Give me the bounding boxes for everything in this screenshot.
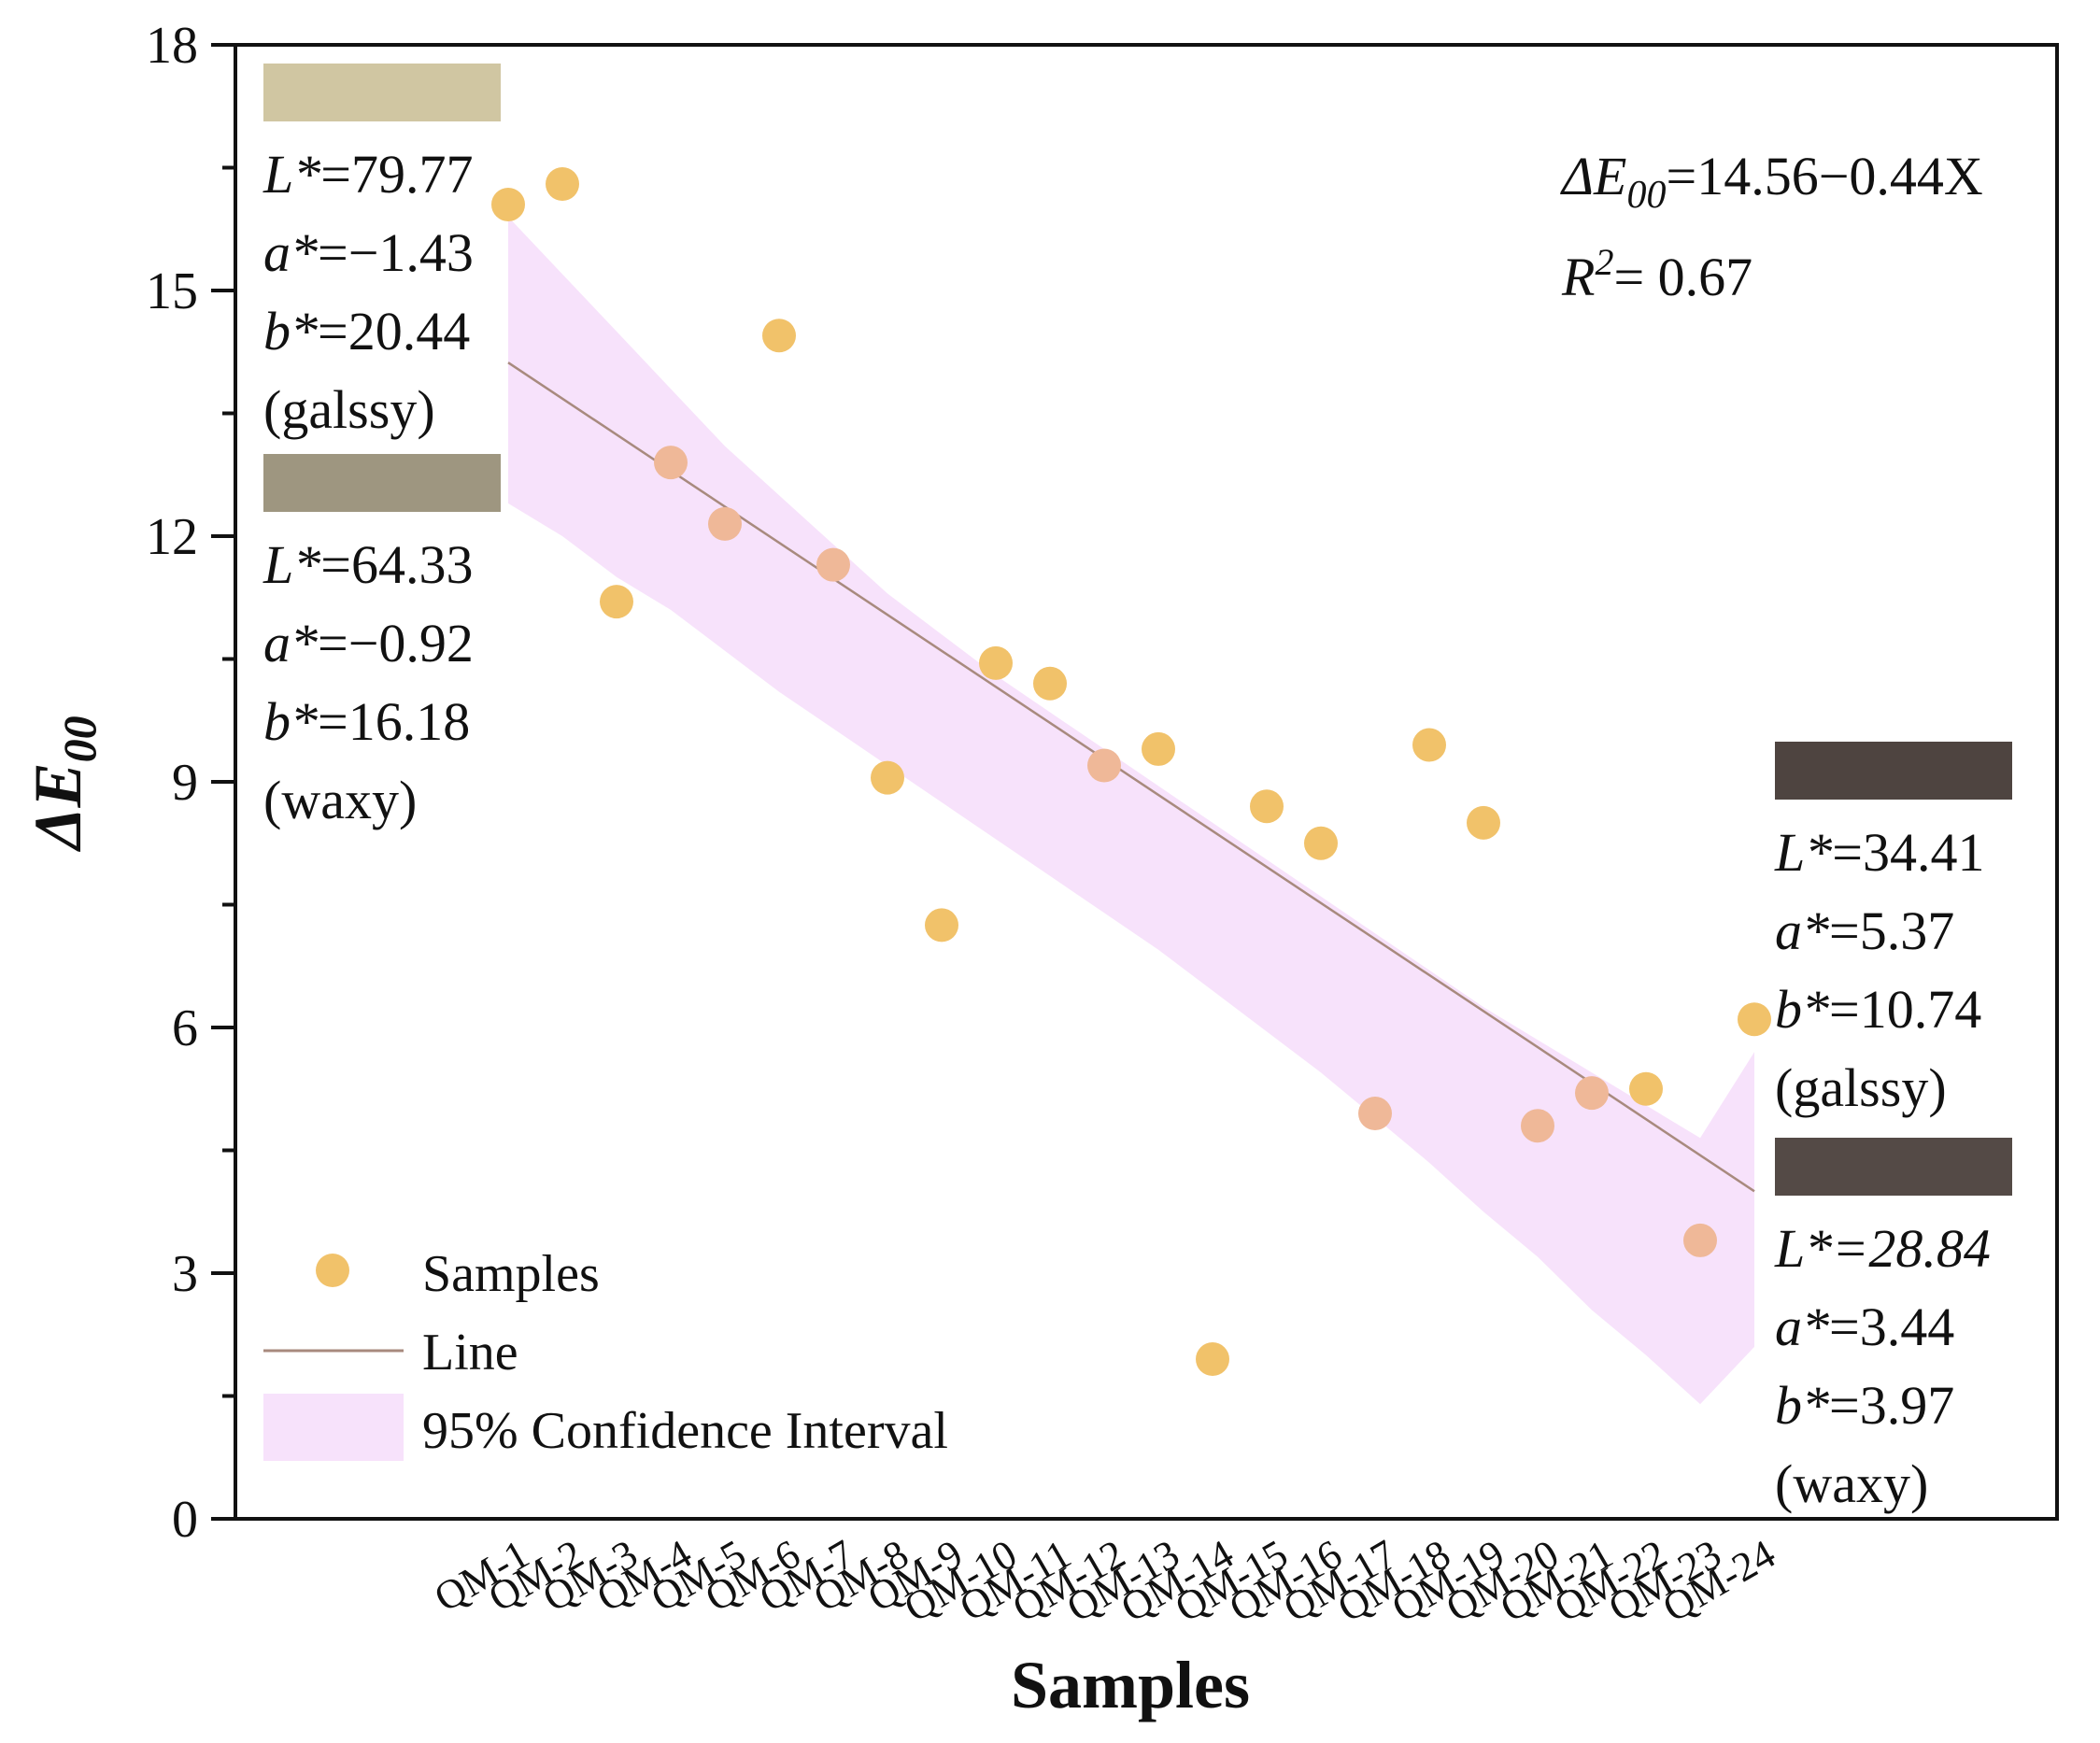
y-axis: 0 3 6 9 12 15 18: [146, 17, 235, 1549]
y-axis-title: ΔE00: [21, 716, 106, 852]
data-point-qm-18: [1412, 728, 1446, 762]
fit-line: [507, 361, 1755, 1193]
points-layer: [491, 167, 1771, 1377]
annotation-line: a*=−1.43: [263, 222, 474, 283]
data-point-qm-24: [1738, 1002, 1771, 1037]
annotation-line: (galssy): [263, 379, 435, 440]
annotation-line: a*=5.37: [1775, 900, 1954, 961]
data-point-qm-8: [871, 760, 904, 795]
fit-line-layer: [507, 361, 1755, 1193]
data-point-qm-15: [1250, 789, 1284, 824]
equation: ΔE00=14.56−0.44X: [1560, 146, 1983, 217]
data-point-qm-22: [1629, 1071, 1663, 1106]
color-swatch: [1775, 742, 2012, 800]
data-point-qm-13: [1142, 731, 1175, 766]
data-point-qm-21: [1575, 1076, 1609, 1111]
legend-samples-marker: [316, 1254, 349, 1287]
legend-line-label: Line: [422, 1324, 518, 1382]
legend-band-label: 95% Confidence Interval: [422, 1402, 948, 1460]
y-tick-label: 12: [146, 508, 198, 566]
data-point-qm-16: [1304, 826, 1338, 860]
legend: Samples Line 95% Confidence Interval: [263, 1245, 948, 1461]
annotation-line: a*=3.44: [1775, 1297, 1954, 1357]
annotation-line: (waxy): [263, 770, 417, 830]
x-axis: QM-1QM-2QM-3QM-4QM-5QM-6QM-7QM-8QM-9QM-1…: [427, 1531, 1783, 1631]
y-tick-label: 3: [172, 1245, 198, 1303]
data-point-qm-12: [1087, 748, 1121, 783]
annotation-line: (galssy): [1775, 1057, 1947, 1118]
annotation-line: L*=79.77: [262, 144, 473, 205]
data-point-qm-20: [1521, 1109, 1554, 1143]
data-point-qm-3: [600, 585, 633, 619]
color-annotations: L*=79.77 a*=−1.43 b*=20.44 (galssy) L*=64.33…: [262, 64, 2012, 1514]
color-annotation-4: L*=28.84 a*=3.44 b*=3.97 (waxy): [1774, 1138, 2012, 1514]
color-annotation-3: L*=34.41 a*=5.37 b*=10.74 (galssy): [1774, 742, 2012, 1118]
confidence-band-layer: [508, 217, 1754, 1405]
y-tick-label: 0: [172, 1491, 198, 1549]
color-swatch: [1775, 1138, 2012, 1196]
data-point-qm-7: [816, 547, 850, 582]
annotation-line: L*=64.33: [262, 534, 473, 595]
data-point-qm-17: [1358, 1097, 1392, 1131]
r-squared: R2= 0.67: [1561, 241, 1752, 307]
confidence-band: [508, 217, 1754, 1405]
annotation-line: (waxy): [1775, 1453, 1928, 1514]
data-point-qm-23: [1683, 1223, 1717, 1257]
legend-samples-label: Samples: [422, 1245, 600, 1303]
annotation-line: b*=16.18: [263, 691, 470, 752]
y-tick-label: 9: [172, 754, 198, 812]
annotation-line: b*=3.97: [1775, 1375, 1954, 1436]
data-point-qm-6: [762, 319, 796, 353]
x-tick-label: QM-24: [1655, 1531, 1783, 1631]
data-point-qm-19: [1467, 805, 1500, 840]
annotation-line: a*=−0.92: [263, 613, 474, 673]
y-tick-label: 18: [146, 17, 198, 75]
data-point-qm-9: [925, 908, 958, 942]
data-point-qm-10: [979, 645, 1013, 680]
data-point-qm-14: [1196, 1342, 1229, 1377]
data-point-qm-5: [708, 506, 742, 541]
annotation-line: b*=20.44: [263, 301, 470, 361]
annotation-line: b*=10.74: [1775, 979, 1981, 1040]
legend-band-marker: [263, 1394, 404, 1461]
annotation-line: L*=34.41: [1774, 822, 1984, 883]
y-tick-label: 15: [146, 262, 198, 320]
annotation-line: L*=28.84: [1774, 1218, 1991, 1279]
data-point-qm-2: [546, 167, 579, 202]
data-point-qm-4: [654, 446, 688, 480]
x-axis-title: Samples: [1011, 1648, 1250, 1722]
color-swatch: [263, 64, 501, 121]
color-annotation-2: L*=64.33 a*=−0.92 b*=16.18 (waxy): [262, 454, 501, 830]
color-annotation-1: L*=79.77 a*=−1.43 b*=20.44 (galssy): [262, 64, 501, 440]
color-swatch: [263, 454, 501, 512]
y-tick-label: 6: [172, 999, 198, 1057]
data-point-qm-1: [491, 187, 525, 221]
data-point-qm-11: [1033, 666, 1067, 701]
